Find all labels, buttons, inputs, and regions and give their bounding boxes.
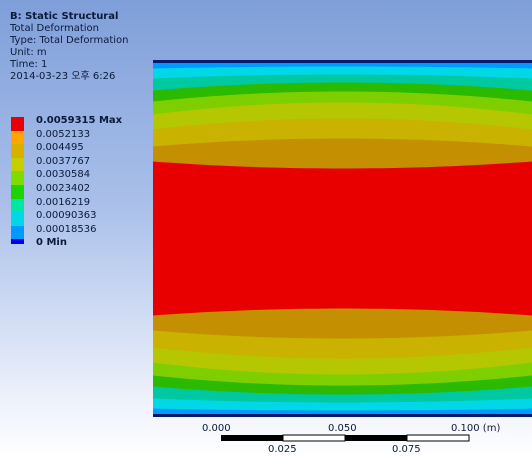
result-time: Time: 1 [10,59,48,70]
legend-label: 0.0052133 [36,128,91,140]
legend-label: 0.00018536 [36,223,97,235]
model-edge [153,60,532,63]
legend-swatch [11,130,24,145]
legend-swatch [11,117,24,131]
legend-label: 0.0030584 [36,169,91,181]
contour-plot [153,60,532,417]
legend-swatch [11,239,24,245]
model-edge [153,414,532,417]
result-unit: Unit: m [10,47,47,58]
legend-swatch [11,225,24,240]
max-deformation-region [446,174,532,303]
scale-segment-3 [345,435,407,441]
legend-label: 0 Min [36,237,67,249]
legend-swatch [11,212,24,226]
legend-swatch [11,157,24,172]
legend-label: 0.0037767 [36,155,91,167]
scale-tick-label: 0.000 [202,423,231,434]
scale-segment-2 [282,434,346,442]
contour-band [153,161,532,316]
analysis-title: B: Static Structural [10,11,119,22]
scale-tick-label: 0.025 [268,444,297,455]
legend-label: 0.0023402 [36,183,91,194]
legend-swatch [11,185,24,199]
scale-segment-4 [406,434,470,442]
legend-label: 0.004495 [36,142,84,154]
contour-plot-viewport[interactable] [153,60,532,417]
scale-tick-label: 0.100 (m) [451,423,501,434]
scale-segment-1 [221,435,283,441]
legend-label: 0.00090363 [36,210,97,222]
result-type: Type: Total Deformation [10,35,129,46]
result-info-panel: B: Static Structural Total Deformation T… [10,11,129,83]
result-name: Total Deformation [10,23,99,34]
legend-swatch [11,144,24,158]
legend-swatch [11,171,24,185]
legend-label: 0.0059315 Max [36,115,123,126]
max-deformation-region [153,174,239,303]
legend-swatch [11,198,24,213]
result-date: 2014-03-23 오후 6:26 [10,71,116,82]
legend-label: 0.0016219 [36,196,91,208]
scale-tick-label: 0.075 [392,444,421,455]
scale-tick-label: 0.050 [328,423,357,434]
